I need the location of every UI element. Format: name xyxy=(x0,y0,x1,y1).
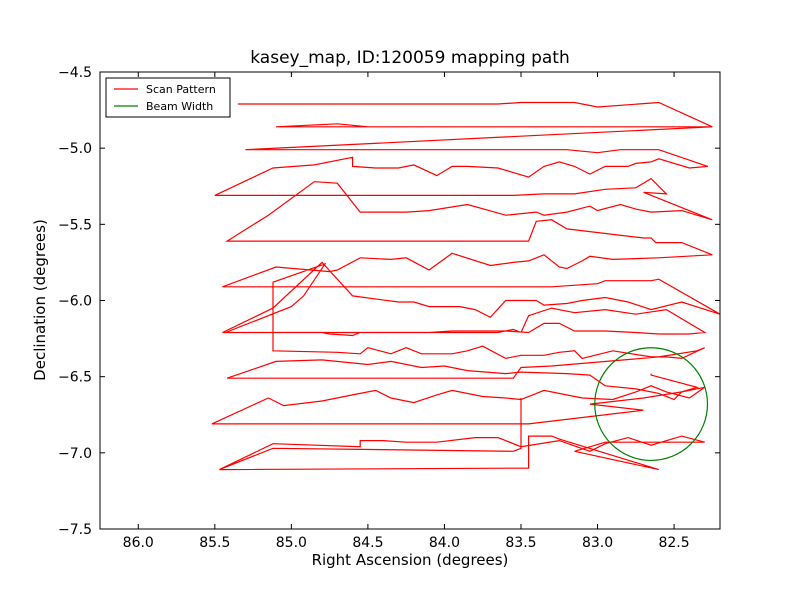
x-tick-label: 85.0 xyxy=(276,535,307,551)
y-axis-label: Declination (degrees) xyxy=(31,219,49,381)
x-tick-label: 86.0 xyxy=(123,535,154,551)
y-tick-label: −5.0 xyxy=(58,141,92,157)
y-ticks: −4.5 −5.0 −5.5 −6.0 −6.5 −7.0 −7.5 xyxy=(58,65,720,538)
y-tick-label: −7.5 xyxy=(58,522,92,538)
x-tick-label: 84.5 xyxy=(352,535,383,551)
legend-label-beam: Beam Width xyxy=(146,100,213,113)
x-tick-label: 82.5 xyxy=(658,535,689,551)
y-tick-label: −7.0 xyxy=(58,446,92,462)
chart-title: kasey_map, ID:120059 mapping path xyxy=(250,48,569,68)
x-ticks: 86.0 85.5 85.0 84.5 84.0 83.5 83.0 82.5 xyxy=(123,72,690,551)
y-tick-label: −4.5 xyxy=(58,65,92,81)
x-tick-label: 83.0 xyxy=(582,535,613,551)
x-tick-label: 84.0 xyxy=(429,535,460,551)
y-tick-label: −5.5 xyxy=(58,217,92,233)
scan-path-2 xyxy=(219,398,705,471)
series-layer xyxy=(211,101,721,471)
beam-layer xyxy=(594,347,709,462)
beam-circle xyxy=(594,347,709,462)
scan-path-1 xyxy=(211,385,706,425)
scan-path-0 xyxy=(214,101,721,401)
x-tick-label: 85.5 xyxy=(199,535,230,551)
y-tick-label: −6.5 xyxy=(58,370,92,386)
legend-label-scan: Scan Pattern xyxy=(146,83,216,96)
plot-area: 86.0 85.5 85.0 84.5 84.0 83.5 83.0 82.5 −4.5 −5.… xyxy=(58,65,721,551)
x-axis-label: Right Ascension (degrees) xyxy=(312,551,509,569)
legend: Scan Pattern Beam Width xyxy=(105,77,231,118)
plot-background xyxy=(100,72,720,529)
x-tick-label: 83.5 xyxy=(505,535,536,551)
y-tick-label: −6.0 xyxy=(58,294,92,310)
legend-frame xyxy=(105,77,231,118)
